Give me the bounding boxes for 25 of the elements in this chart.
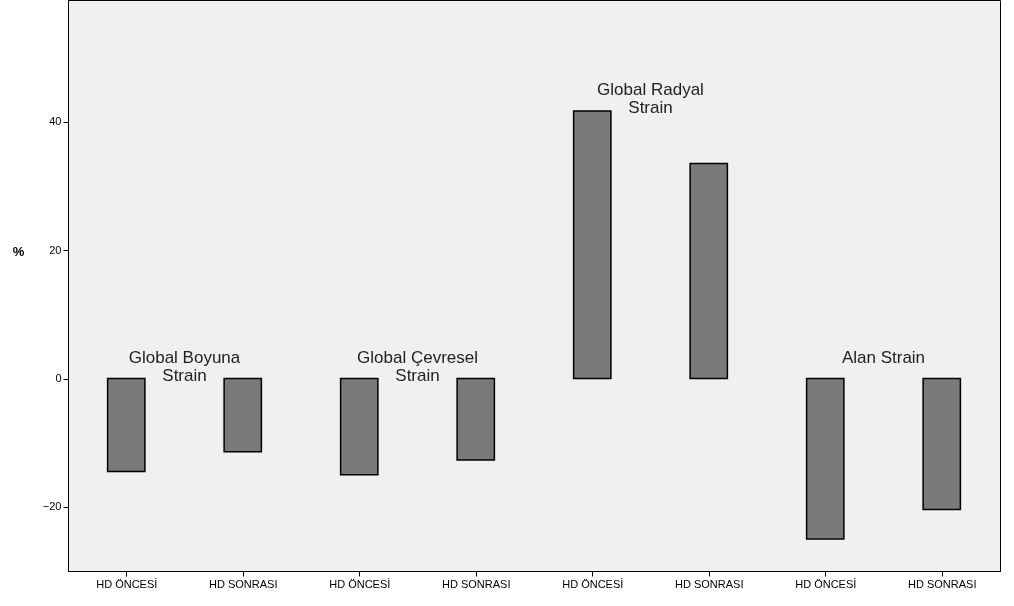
y-tick-label: 20 [49,243,62,256]
bar [922,377,962,511]
annotation: Global Boyuna Strain [128,347,241,385]
x-tick-label: HD SONRASI [209,577,278,590]
annotation: Alan Strain [841,347,926,367]
bar [572,110,612,380]
x-tick-label: HD SONRASI [908,577,977,590]
bar [339,377,379,476]
y-axis-title: % [12,243,25,259]
bar [689,162,729,380]
annotation: Global Çevresel Strain [357,347,478,385]
bar [223,377,263,453]
x-tick-label: HD SONRASI [442,577,511,590]
y-tick-label: 0 [55,372,62,385]
x-tick-label: HD SONRASI [675,577,744,590]
y-tick-label: 40 [49,115,62,128]
x-tick-label: HD ÖNCESİ [329,577,391,590]
bar [106,377,146,473]
x-tick-label: HD ÖNCESİ [795,577,857,590]
annotation: Global Radyal Strain [597,79,704,117]
x-tick-label: HD ÖNCESİ [96,577,158,590]
y-tick-label: −20 [42,500,62,513]
x-tick-label: HD ÖNCESİ [562,577,624,590]
bar [805,377,845,540]
bar [456,377,496,461]
